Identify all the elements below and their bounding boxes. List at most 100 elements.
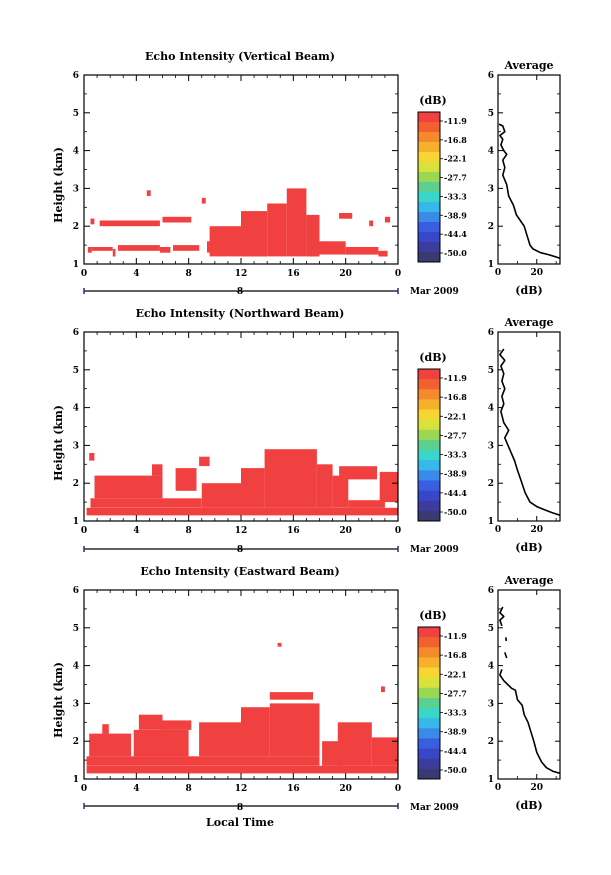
date-label: Mar 2009	[410, 803, 459, 813]
colorbar-segment	[418, 657, 440, 668]
echo-cell	[269, 703, 320, 757]
colorbar-segment	[418, 162, 440, 173]
profile-x-tick-label: 20	[530, 525, 543, 535]
colorbar-frame	[417, 626, 441, 780]
profile-y-tick-label: 6	[488, 71, 494, 81]
echo-cell	[379, 471, 398, 503]
colorbar-label: -33.3	[444, 450, 467, 460]
echo-cell	[369, 220, 374, 227]
colorbar-label: -16.8	[444, 392, 467, 402]
x-tick-label: 0	[81, 269, 87, 279]
y-tick-label: 3	[73, 441, 79, 451]
echo-cell	[86, 507, 398, 516]
colorbar-label: -38.9	[444, 727, 467, 737]
colorbar-label: -44.4	[444, 488, 467, 498]
colorbar-segment	[418, 172, 440, 183]
colorbar-segment	[418, 202, 440, 213]
y-tick-label: 3	[73, 184, 79, 194]
panel-title: Echo Intensity (Eastward Beam)	[140, 565, 339, 578]
y-tick-label: 2	[73, 222, 79, 232]
colorbar-segment	[418, 460, 440, 471]
profile-y-tick-label: 6	[488, 586, 494, 596]
echo-cell	[87, 247, 92, 253]
date-day-label: 8	[237, 545, 243, 555]
profile-line	[499, 669, 561, 775]
echo-cell	[90, 498, 202, 508]
echo-cell	[332, 475, 349, 508]
echo-cell	[339, 213, 353, 219]
colorbar-segment	[418, 252, 440, 263]
echo-cell	[159, 720, 192, 730]
colorbar-segment	[418, 687, 440, 699]
profile-x-label: (dB)	[515, 799, 542, 812]
echo-cell	[286, 188, 307, 257]
echo-cell	[319, 241, 346, 255]
echo-cell	[269, 692, 313, 700]
colorbar-segment	[418, 500, 440, 512]
x-tick-label: 4	[133, 784, 139, 794]
colorbar-label: -11.9	[444, 116, 467, 126]
date-day-label: 8	[237, 803, 243, 813]
x-tick-label: 20	[339, 784, 352, 794]
profile-y-tick-label: 5	[488, 109, 494, 119]
eastward-beam-panel: Echo Intensity (Eastward Beam) Height (k…	[52, 565, 561, 829]
colorbar-label: -11.9	[444, 373, 467, 383]
x-tick-label: 16	[287, 526, 300, 536]
echo-cell	[159, 247, 171, 253]
colorbar-segment	[418, 728, 440, 739]
echo-cell	[337, 722, 372, 766]
echo-cell	[94, 475, 163, 499]
colorbar-segment	[418, 369, 440, 380]
profile-x-tick-label: 0	[495, 268, 501, 278]
y-tick-label: 2	[73, 479, 79, 489]
colorbar-unit: (dB)	[419, 609, 446, 622]
colorbar-segment	[418, 677, 440, 689]
echo-cell	[345, 247, 379, 255]
colorbar-label: -16.8	[444, 135, 467, 145]
date-label: Mar 2009	[410, 545, 459, 555]
y-tick-label: 5	[73, 624, 79, 634]
colorbar-segment	[418, 439, 440, 451]
profile-frame	[497, 74, 561, 265]
x-tick-label: 20	[339, 269, 352, 279]
echo-cell	[138, 714, 163, 730]
colorbar-segment	[418, 379, 440, 390]
colorbar-segment	[418, 212, 440, 223]
echo-cell	[118, 245, 160, 251]
x-tick-label: 12	[235, 784, 248, 794]
colorbar-segment	[418, 647, 440, 658]
x-tick-label: 0	[395, 269, 401, 279]
colorbar-segment	[418, 738, 440, 749]
profile-y-tick-label: 2	[488, 479, 494, 489]
y-tick-label: 2	[73, 737, 79, 747]
profile-y-tick-label: 2	[488, 737, 494, 747]
profile-line	[498, 123, 561, 260]
profile-y-tick-label: 4	[488, 662, 494, 672]
colorbar-segment	[418, 182, 440, 193]
colorbar-segment	[418, 490, 440, 502]
echo-cell	[241, 211, 268, 257]
x-tick-label: 20	[339, 526, 352, 536]
colorbar-label: -33.3	[444, 708, 467, 718]
colorbar-segment	[418, 132, 440, 143]
profile-x-tick-label: 20	[530, 783, 543, 793]
x-tick-label: 12	[235, 269, 248, 279]
echo-cell	[146, 190, 151, 196]
colorbar-label: -50.0	[444, 765, 467, 775]
echo-cell	[339, 466, 377, 480]
echo-cell	[264, 449, 317, 508]
y-tick-label: 1	[73, 775, 79, 785]
x-tick-label: 4	[133, 526, 139, 536]
y-tick-label: 1	[73, 517, 79, 527]
echo-cell	[241, 468, 265, 508]
y-tick-label: 4	[73, 147, 79, 157]
colorbar-segment	[418, 480, 440, 491]
colorbar-unit: (dB)	[419, 351, 446, 364]
profile-y-tick-label: 4	[488, 147, 494, 157]
vertical-beam-panel: Echo Intensity (Vertical Beam) Height (k…	[52, 50, 561, 297]
echo-cell	[241, 707, 270, 757]
colorbar-label: -16.8	[444, 650, 467, 660]
echo-cell	[199, 722, 241, 757]
y-tick-label: 6	[73, 586, 79, 596]
